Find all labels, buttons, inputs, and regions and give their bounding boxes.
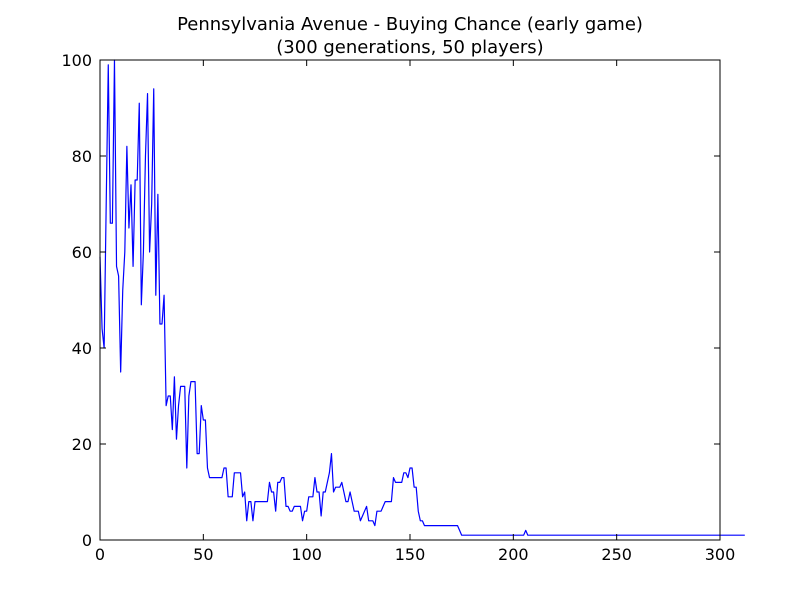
y-tick-label: 40 bbox=[72, 339, 92, 358]
x-tick-label: 50 bbox=[193, 545, 213, 564]
series-line-0 bbox=[99, 59, 745, 536]
y-tick-label: 100 bbox=[61, 51, 92, 70]
x-tick-label: 150 bbox=[395, 545, 426, 564]
axis-ticks: 0 50 100 150 200 250 300 0 20 40 60 80 100 bbox=[61, 51, 735, 564]
x-tick-label: 250 bbox=[601, 545, 632, 564]
x-tick-label: 0 bbox=[95, 545, 105, 564]
x-tick-label: 100 bbox=[291, 545, 322, 564]
x-tick-label: 300 bbox=[705, 545, 736, 564]
chart-title: Pennsylvania Avenue - Buying Chance (ear… bbox=[177, 14, 643, 35]
y-tick-label: 20 bbox=[72, 435, 92, 454]
plot-frame bbox=[99, 59, 721, 541]
y-tick-label: 80 bbox=[72, 147, 92, 166]
plot-area bbox=[100, 60, 720, 540]
y-tick-label: 0 bbox=[82, 531, 92, 550]
chart-subtitle: (300 generations, 50 players) bbox=[276, 37, 543, 58]
y-tick-label: 60 bbox=[72, 243, 92, 262]
x-tick-label: 200 bbox=[498, 545, 529, 564]
series-group bbox=[99, 59, 745, 536]
